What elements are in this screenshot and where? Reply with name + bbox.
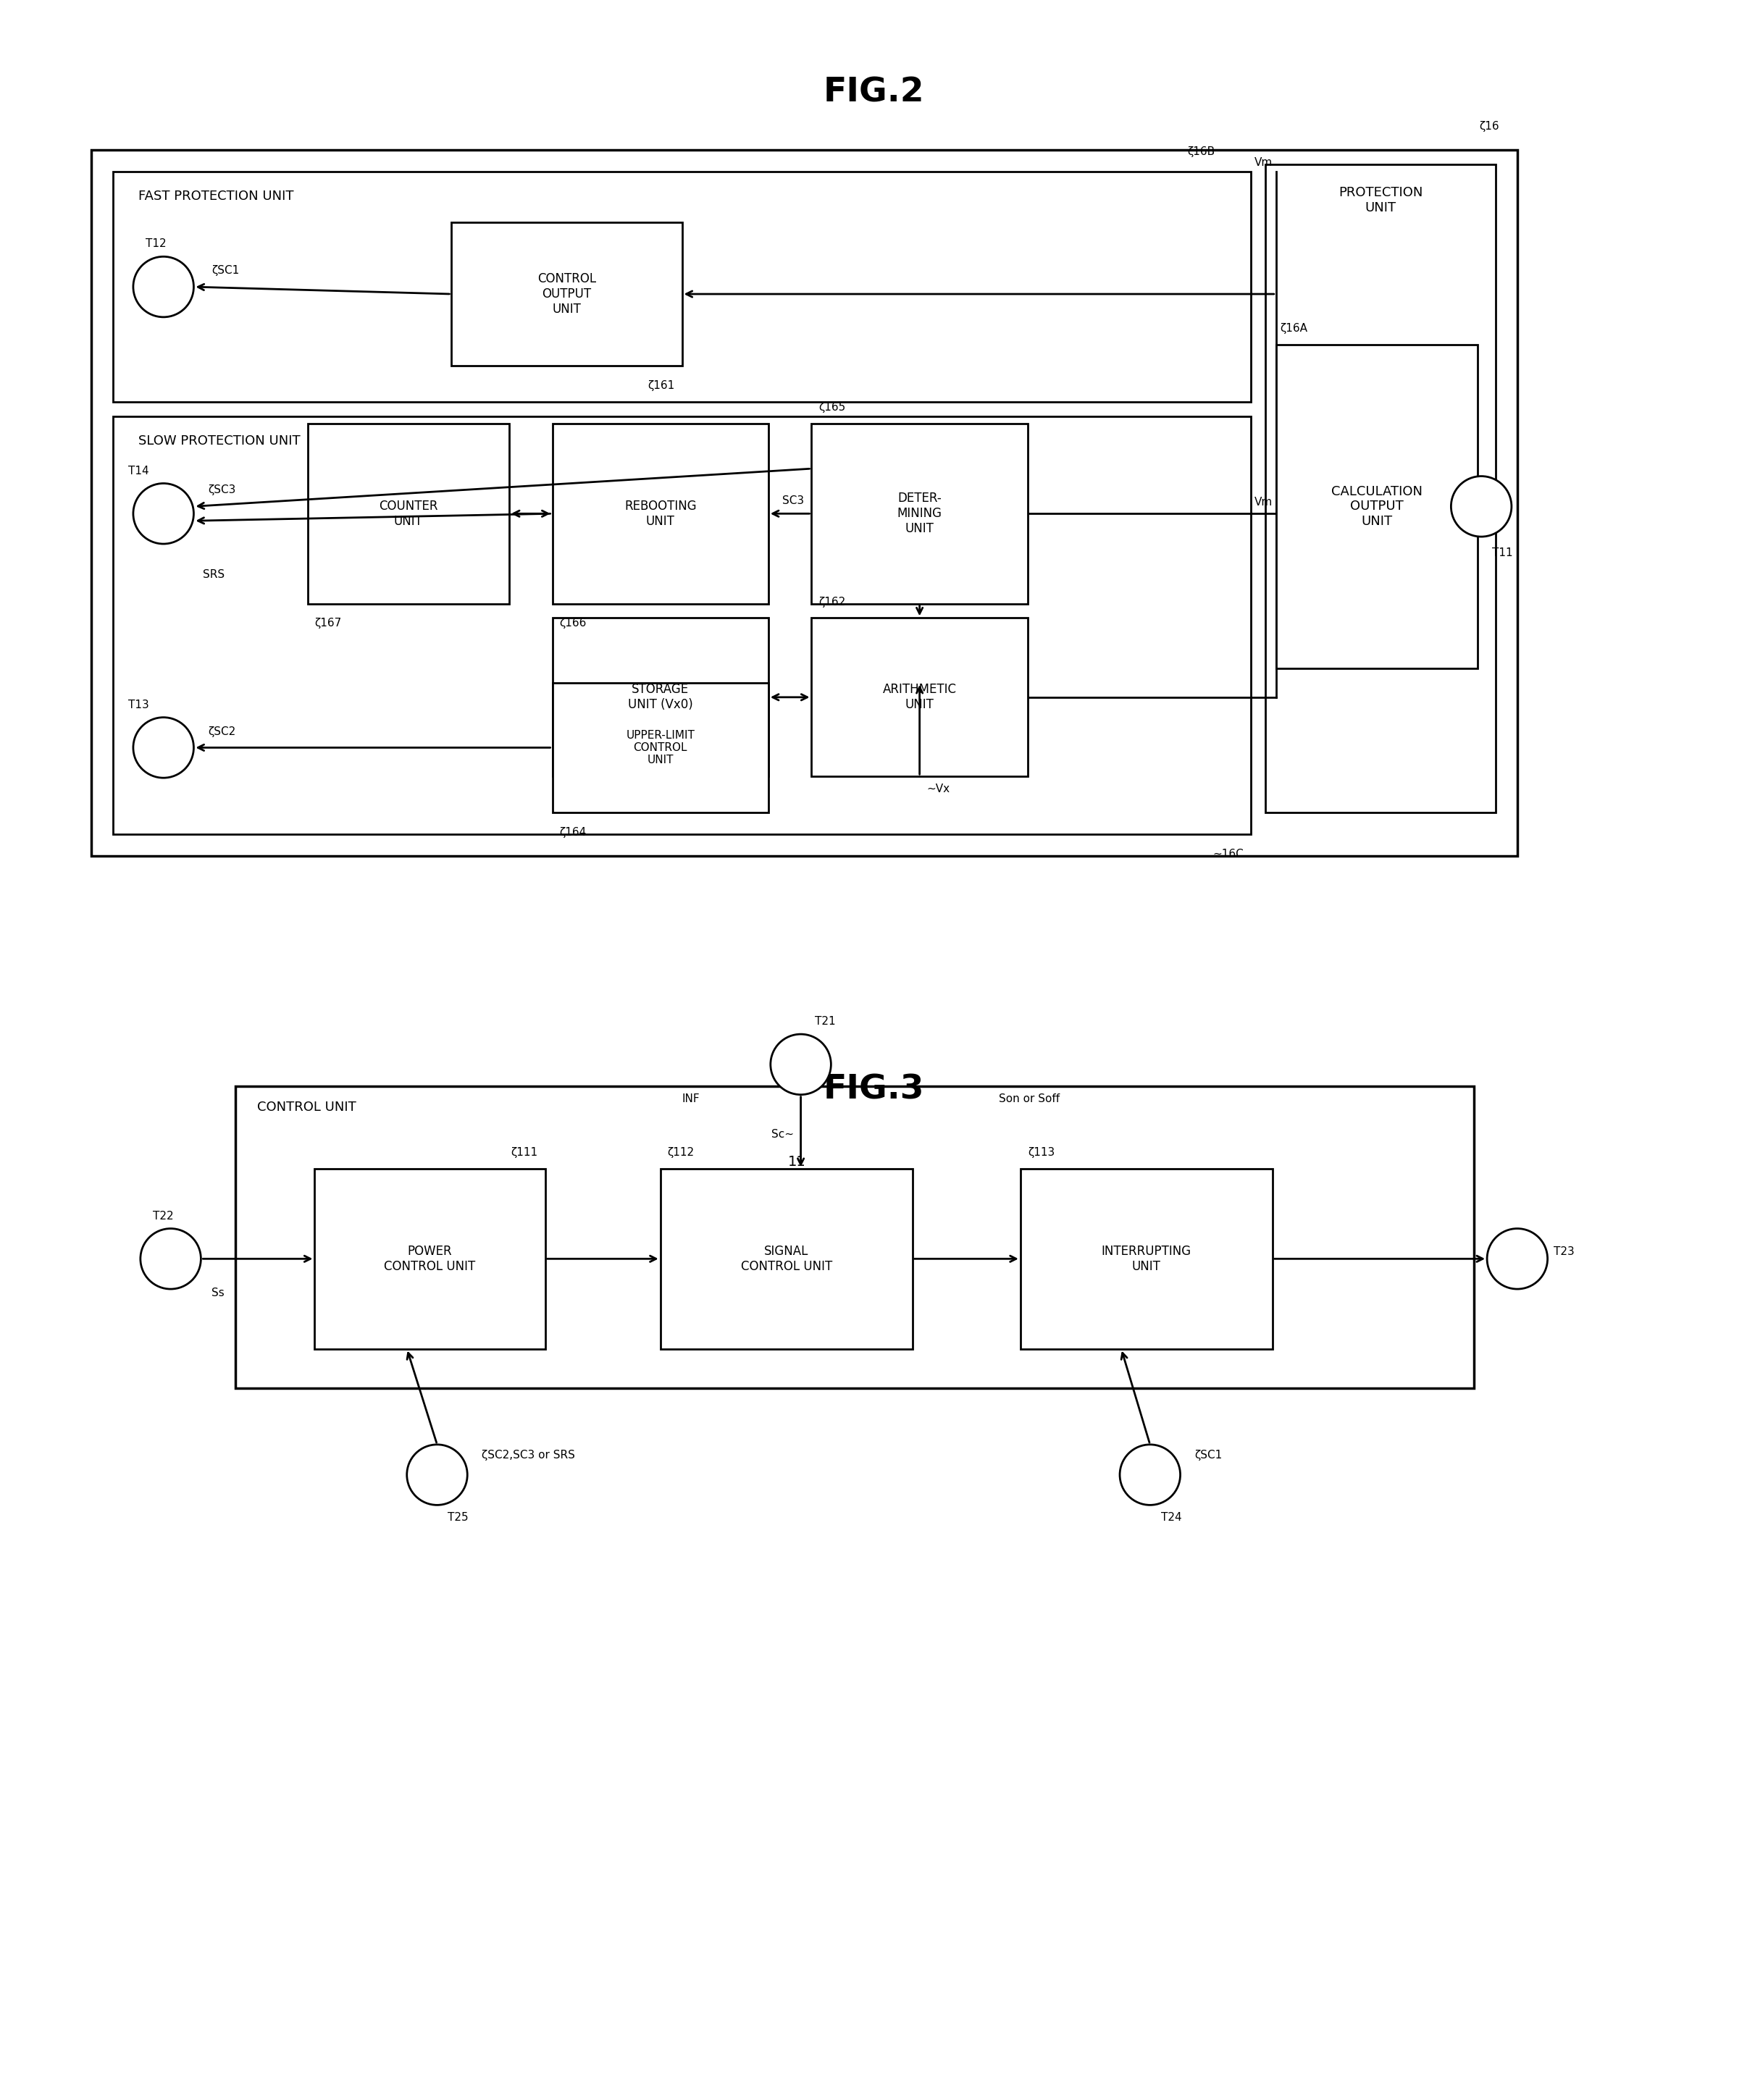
- Text: CALCULATION
OUTPUT
UNIT: CALCULATION OUTPUT UNIT: [1331, 485, 1422, 527]
- Text: POWER
CONTROL UNIT: POWER CONTROL UNIT: [384, 1245, 475, 1273]
- Text: ~Vx: ~Vx: [928, 783, 950, 794]
- Text: ζ16B: ζ16B: [1188, 147, 1214, 158]
- Text: FAST PROTECTION UNIT: FAST PROTECTION UNIT: [138, 189, 293, 204]
- Text: T22: T22: [154, 1210, 173, 1222]
- Text: FIG.2: FIG.2: [823, 76, 924, 109]
- Text: ζ167: ζ167: [314, 617, 342, 628]
- Text: T21: T21: [816, 1016, 835, 1027]
- Bar: [552, 617, 769, 777]
- Text: T14: T14: [128, 466, 148, 477]
- Circle shape: [1487, 1228, 1548, 1289]
- Text: T23: T23: [1553, 1245, 1574, 1258]
- Bar: [114, 172, 1251, 401]
- Bar: [114, 416, 1251, 834]
- Text: PROTECTION
UNIT: PROTECTION UNIT: [1338, 187, 1422, 214]
- Text: ζ161: ζ161: [648, 380, 674, 391]
- Text: ζ16A: ζ16A: [1279, 323, 1307, 334]
- Circle shape: [133, 256, 194, 317]
- Text: ζSC3: ζSC3: [208, 485, 236, 496]
- Text: DETER-
MINING
UNIT: DETER- MINING UNIT: [898, 491, 942, 536]
- Text: COUNTER
UNIT: COUNTER UNIT: [379, 500, 438, 527]
- Circle shape: [133, 718, 194, 777]
- Text: SIGNAL
CONTROL UNIT: SIGNAL CONTROL UNIT: [741, 1245, 832, 1273]
- Text: ζ163: ζ163: [559, 792, 587, 802]
- Text: ζSC1: ζSC1: [1195, 1449, 1223, 1459]
- Text: ζ16: ζ16: [1480, 122, 1499, 132]
- Text: Ss: Ss: [211, 1287, 225, 1298]
- Text: T11: T11: [1492, 548, 1513, 559]
- Text: ζ166: ζ166: [559, 617, 587, 628]
- Bar: [236, 1086, 1474, 1388]
- Text: CONTROL
OUTPUT
UNIT: CONTROL OUTPUT UNIT: [538, 273, 596, 315]
- Bar: [660, 1170, 912, 1348]
- Text: CONTROL UNIT: CONTROL UNIT: [257, 1100, 356, 1113]
- Bar: [552, 424, 769, 603]
- Bar: [307, 424, 508, 603]
- Bar: [1275, 344, 1478, 668]
- Text: T24: T24: [1160, 1512, 1181, 1522]
- Circle shape: [133, 483, 194, 544]
- Bar: [451, 223, 681, 365]
- Text: T25: T25: [447, 1512, 468, 1522]
- Text: Sc~: Sc~: [770, 1130, 793, 1140]
- Text: ζ162: ζ162: [819, 596, 846, 607]
- Text: T12: T12: [147, 239, 166, 250]
- Text: INF: INF: [681, 1094, 701, 1105]
- Text: Vm: Vm: [1254, 158, 1272, 168]
- Circle shape: [770, 1033, 832, 1094]
- Text: ζ111: ζ111: [512, 1147, 538, 1157]
- Text: ~16C: ~16C: [1212, 848, 1244, 859]
- Text: SLOW PROTECTION UNIT: SLOW PROTECTION UNIT: [138, 435, 300, 447]
- Bar: [1265, 164, 1495, 813]
- Text: ζ112: ζ112: [667, 1147, 695, 1157]
- Text: SRS: SRS: [203, 569, 225, 580]
- Text: INTERRUPTING
UNIT: INTERRUPTING UNIT: [1101, 1245, 1191, 1273]
- Circle shape: [1120, 1445, 1181, 1506]
- Bar: [552, 682, 769, 813]
- Text: FIG.3: FIG.3: [823, 1073, 924, 1107]
- Text: ζ113: ζ113: [1027, 1147, 1055, 1157]
- Circle shape: [1452, 477, 1511, 538]
- Text: REBOOTING
UNIT: REBOOTING UNIT: [624, 500, 697, 527]
- Text: SC3: SC3: [783, 496, 804, 506]
- Text: ζSC2,SC3 or SRS: ζSC2,SC3 or SRS: [482, 1449, 575, 1459]
- Text: ζSC2: ζSC2: [208, 727, 236, 737]
- Text: ARITHMETIC
UNIT: ARITHMETIC UNIT: [882, 682, 957, 712]
- Text: ζ164: ζ164: [559, 827, 587, 838]
- Bar: [812, 617, 1027, 777]
- Text: T13: T13: [128, 699, 148, 710]
- Bar: [1020, 1170, 1272, 1348]
- Text: Vm: Vm: [1254, 498, 1272, 508]
- Text: ζSC1: ζSC1: [211, 265, 239, 275]
- Text: ζ165: ζ165: [819, 401, 846, 414]
- Circle shape: [140, 1228, 201, 1289]
- Text: STORAGE
UNIT (Vx0): STORAGE UNIT (Vx0): [627, 682, 694, 712]
- Bar: [314, 1170, 545, 1348]
- Bar: [91, 149, 1518, 855]
- Text: 11: 11: [788, 1155, 805, 1170]
- Text: Son or Soff: Son or Soff: [999, 1094, 1060, 1105]
- Text: UPPER-LIMIT
CONTROL
UNIT: UPPER-LIMIT CONTROL UNIT: [625, 729, 695, 766]
- Circle shape: [407, 1445, 468, 1506]
- Bar: [812, 424, 1027, 603]
